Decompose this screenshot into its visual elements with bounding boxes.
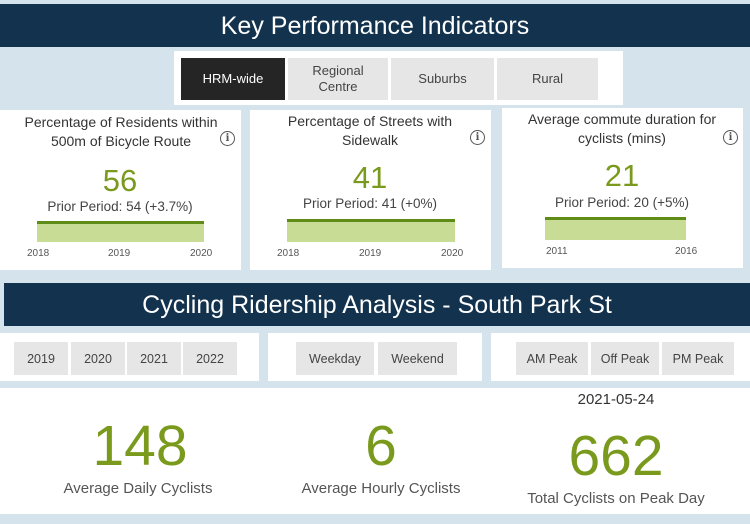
sparkline-area (545, 219, 686, 240)
kpi-prior-period: Prior Period: 54 (+3.7%) (47, 199, 193, 214)
kpi-value: 21 (604, 158, 640, 193)
peak-day-cyclists-value: 662 (568, 424, 664, 488)
sparkline-area (37, 223, 204, 242)
peak-day-cyclists-label: Total Cyclists on Peak Day (527, 490, 705, 507)
sparkline-line (287, 219, 455, 222)
axis-label: 2011 (546, 246, 568, 257)
kpi-card-title: Average commute duration for cyclists (m… (527, 111, 717, 146)
filter-weekend[interactable]: Weekend (378, 342, 457, 375)
avg-hourly-cyclists-value: 6 (365, 414, 397, 478)
year-filter-2022[interactable]: 2022 (183, 342, 237, 375)
kpi-value: 56 (102, 163, 138, 198)
axis-label: 2019 (359, 248, 382, 259)
kpi-header-banner: Key Performance Indicators (0, 4, 750, 47)
axis-label: 2018 (27, 248, 50, 259)
info-icon[interactable]: i (723, 130, 738, 145)
axis-label: 2019 (108, 248, 131, 259)
kpi-prior-period: Prior Period: 20 (+5%) (555, 195, 689, 210)
tab-rural[interactable]: Rural (497, 58, 598, 100)
peak-day-date: 2021-05-24 (577, 391, 655, 408)
avg-daily-cyclists-value: 148 (92, 414, 188, 478)
ridership-stats-panel (0, 388, 750, 514)
tab-regional-centre-label: Regional Centre (312, 63, 364, 94)
year-filter-2019[interactable]: 2019 (14, 342, 68, 375)
sparkline-line (37, 221, 204, 224)
filter-weekday[interactable]: Weekday (296, 342, 374, 375)
avg-daily-cyclists-label: Average Daily Cyclists (63, 480, 213, 497)
sparkline-area (287, 221, 455, 242)
info-icon[interactable]: i (470, 130, 485, 145)
tab-regional-centre[interactable]: Regional Centre (288, 58, 388, 100)
kpi-card-residents (0, 110, 241, 270)
kpi-value: 41 (352, 160, 388, 195)
filter-off-peak[interactable]: Off Peak (591, 342, 659, 375)
axis-label: 2018 (277, 248, 300, 259)
axis-label: 2016 (675, 246, 698, 257)
avg-hourly-cyclists-label: Average Hourly Cyclists (301, 480, 461, 497)
kpi-card-title: Percentage of Streets with Sidewalk (287, 113, 453, 148)
kpi-header-title: Key Performance Indicators (220, 12, 530, 40)
kpi-prior-period: Prior Period: 41 (+0%) (303, 196, 437, 211)
kpi-card-sidewalk (250, 110, 491, 270)
year-filter-2020[interactable]: 2020 (71, 342, 125, 375)
axis-label: 2020 (190, 248, 213, 259)
kpi-card-commute (502, 108, 743, 268)
filter-am-peak[interactable]: AM Peak (516, 342, 588, 375)
ridership-header-title: Cycling Ridership Analysis - South Park … (142, 291, 612, 319)
sparkline-line (545, 217, 686, 220)
kpi-card-title: Percentage of Residents within 500m of B… (24, 114, 218, 149)
info-icon[interactable]: i (220, 131, 235, 146)
ridership-header-banner: Cycling Ridership Analysis - South Park … (4, 283, 750, 326)
tab-suburbs[interactable]: Suburbs (391, 58, 494, 100)
filter-pm-peak[interactable]: PM Peak (662, 342, 734, 375)
tab-hrm-wide[interactable]: HRM-wide (181, 58, 285, 100)
axis-label: 2020 (441, 248, 464, 259)
year-filter-2021[interactable]: 2021 (127, 342, 181, 375)
